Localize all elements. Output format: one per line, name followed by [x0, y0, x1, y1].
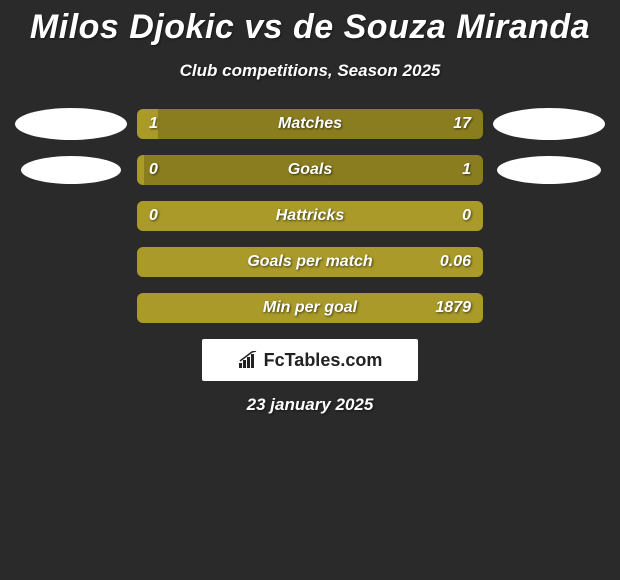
- stat-bar: Goals per match0.06: [137, 247, 483, 277]
- chart-icon: [238, 351, 260, 369]
- stat-left-value: 0: [137, 161, 197, 179]
- left-photo-slot: [5, 108, 137, 140]
- subtitle: Club competitions, Season 2025: [0, 61, 620, 81]
- stat-row: 0Goals1: [0, 155, 620, 185]
- stat-bar: Min per goal1879: [137, 293, 483, 323]
- logo-text: FcTables.com: [238, 350, 383, 371]
- stat-right-value: 1: [423, 161, 483, 179]
- player-left-photo: [15, 108, 127, 140]
- stat-label: Min per goal: [197, 299, 423, 317]
- stats-container: 1Matches170Goals10Hattricks0Goals per ma…: [0, 109, 620, 323]
- stat-right-value: 0: [423, 207, 483, 225]
- left-photo-slot: [5, 156, 137, 184]
- logo-box[interactable]: FcTables.com: [202, 339, 418, 381]
- stat-left-value: 0: [137, 207, 197, 225]
- stat-bar: 0Hattricks0: [137, 201, 483, 231]
- player-left-photo: [21, 156, 121, 184]
- stat-label: Hattricks: [197, 207, 423, 225]
- stat-label: Goals per match: [197, 253, 423, 271]
- page-title: Milos Djokic vs de Souza Miranda: [0, 0, 620, 47]
- right-photo-slot: [483, 156, 615, 184]
- stat-row: Goals per match0.06: [0, 247, 620, 277]
- stat-row: 0Hattricks0: [0, 201, 620, 231]
- stat-right-value: 0.06: [423, 253, 483, 271]
- stat-bar: 1Matches17: [137, 109, 483, 139]
- logo-label: FcTables.com: [264, 350, 383, 371]
- stat-row: Min per goal1879: [0, 293, 620, 323]
- player-right-photo: [497, 156, 601, 184]
- stat-label: Goals: [197, 161, 423, 179]
- stat-row: 1Matches17: [0, 109, 620, 139]
- stat-right-value: 1879: [423, 299, 483, 317]
- stat-bar: 0Goals1: [137, 155, 483, 185]
- stat-label: Matches: [197, 115, 423, 133]
- date-label: 23 january 2025: [0, 395, 620, 415]
- stat-right-value: 17: [423, 115, 483, 133]
- right-photo-slot: [483, 108, 615, 140]
- stat-left-value: 1: [137, 115, 197, 133]
- player-right-photo: [493, 108, 605, 140]
